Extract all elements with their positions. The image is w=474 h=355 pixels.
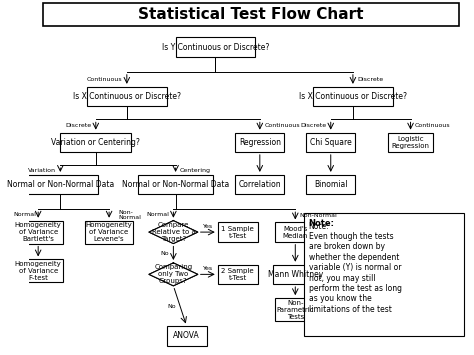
- Text: No: No: [167, 304, 175, 308]
- Text: No: No: [160, 251, 169, 256]
- Text: Discrete: Discrete: [300, 124, 326, 129]
- FancyBboxPatch shape: [85, 221, 134, 244]
- Text: Variation: Variation: [28, 168, 56, 173]
- Text: 2 Sample
t-Test: 2 Sample t-Test: [221, 268, 254, 281]
- Text: Discrete: Discrete: [357, 77, 383, 82]
- FancyBboxPatch shape: [60, 132, 131, 152]
- FancyBboxPatch shape: [306, 175, 355, 194]
- Text: Yes: Yes: [203, 224, 213, 229]
- Text: Correlation: Correlation: [238, 180, 281, 189]
- FancyBboxPatch shape: [236, 175, 284, 194]
- FancyBboxPatch shape: [14, 260, 63, 282]
- FancyBboxPatch shape: [218, 223, 257, 242]
- FancyBboxPatch shape: [388, 132, 433, 152]
- Text: Is X Continuous or Discrete?: Is X Continuous or Discrete?: [73, 92, 181, 101]
- Text: Continuous: Continuous: [415, 124, 451, 129]
- Text: Homogeneity
of Variance
Bartlett's: Homogeneity of Variance Bartlett's: [15, 222, 62, 242]
- FancyBboxPatch shape: [167, 326, 207, 346]
- Text: Continuous: Continuous: [264, 124, 300, 129]
- Text: Non-
Normal: Non- Normal: [118, 209, 141, 220]
- FancyBboxPatch shape: [304, 213, 464, 336]
- FancyBboxPatch shape: [275, 223, 315, 242]
- Text: Continuous: Continuous: [87, 77, 122, 82]
- Text: Comparing
only Two
Groups?: Comparing only Two Groups?: [155, 264, 192, 284]
- FancyBboxPatch shape: [218, 265, 257, 284]
- Text: Homogeneity
of Variance
Levene's: Homogeneity of Variance Levene's: [86, 222, 132, 242]
- FancyBboxPatch shape: [273, 265, 318, 284]
- Text: ANOVA: ANOVA: [173, 332, 200, 340]
- FancyBboxPatch shape: [313, 87, 393, 106]
- Text: Non-Normal: Non-Normal: [300, 213, 337, 218]
- Text: Chi Square: Chi Square: [310, 138, 352, 147]
- Text: Mann Whitney: Mann Whitney: [268, 270, 323, 279]
- Text: Note:
Even though the tests
are broken down by
whether the dependent
variable (Y: Note: Even though the tests are broken d…: [309, 222, 401, 314]
- FancyBboxPatch shape: [87, 87, 167, 106]
- Text: Note:: Note:: [309, 219, 335, 228]
- Text: Variation or Centering?: Variation or Centering?: [51, 138, 140, 147]
- Text: Discrete: Discrete: [65, 124, 91, 129]
- Text: Is X Continuous or Discrete?: Is X Continuous or Discrete?: [299, 92, 407, 101]
- FancyBboxPatch shape: [236, 132, 284, 152]
- Text: Regression: Regression: [239, 138, 281, 147]
- Text: Yes: Yes: [203, 266, 213, 271]
- FancyBboxPatch shape: [14, 221, 63, 244]
- Text: Logistic
Regression: Logistic Regression: [392, 136, 429, 149]
- Text: Is Y Continuous or Discrete?: Is Y Continuous or Discrete?: [162, 43, 269, 52]
- FancyBboxPatch shape: [138, 175, 213, 194]
- Text: Compare
Relative to a
Target?: Compare Relative to a Target?: [152, 222, 195, 242]
- Polygon shape: [149, 221, 198, 244]
- FancyBboxPatch shape: [306, 132, 355, 152]
- Text: Mood's
Median: Mood's Median: [283, 225, 308, 239]
- Polygon shape: [149, 263, 198, 286]
- Text: Normal: Normal: [146, 212, 169, 217]
- FancyBboxPatch shape: [275, 298, 315, 321]
- Text: Normal or Non-Normal Data: Normal or Non-Normal Data: [122, 180, 229, 189]
- Text: Normal: Normal: [13, 212, 36, 217]
- FancyBboxPatch shape: [23, 175, 98, 194]
- FancyBboxPatch shape: [175, 38, 255, 57]
- FancyBboxPatch shape: [43, 3, 459, 26]
- Text: Homogeneity
of Variance
F-test: Homogeneity of Variance F-test: [15, 261, 62, 281]
- Text: Binomial: Binomial: [314, 180, 347, 189]
- Text: Non-
Parametric
Tests: Non- Parametric Tests: [276, 300, 314, 320]
- Text: 1 Sample
t-Test: 1 Sample t-Test: [221, 225, 254, 239]
- Text: Centering: Centering: [180, 168, 211, 173]
- Text: Normal or Non-Normal Data: Normal or Non-Normal Data: [7, 180, 114, 189]
- Text: Statistical Test Flow Chart: Statistical Test Flow Chart: [138, 7, 364, 22]
